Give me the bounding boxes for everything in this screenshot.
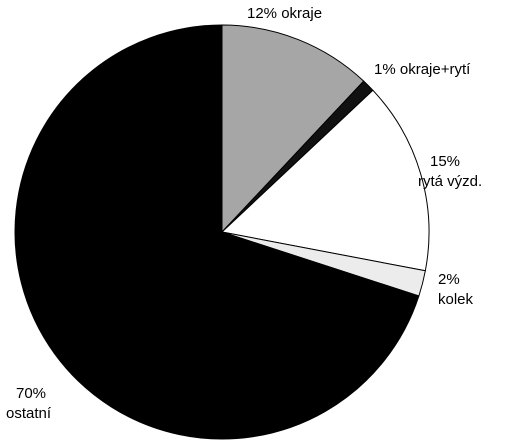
pie-slice-okraje <box>221 24 365 233</box>
label-slice-ryta-vyzd-category: rytá výzd. <box>418 173 483 190</box>
label-slice-kolek-percent: 2% <box>438 271 460 288</box>
label-slice-okraje-ryti: 1% okraje+rytí <box>374 60 470 80</box>
label-slice-ostatni-category: ostatní <box>6 405 52 422</box>
label-slice-ostatni: 70% ostatní <box>6 384 51 424</box>
pie-slice-ryta-vyzd <box>221 89 430 272</box>
label-slice-ryta-vyzd-percent: 15% <box>430 153 461 170</box>
label-slice-okraje-ryti-text: 1% okraje+rytí <box>374 61 471 78</box>
label-slice-okraje: 12% okraje <box>247 4 322 24</box>
label-slice-ryta-vyzd: 15% rytá výzd. <box>418 152 482 192</box>
label-slice-okraje-text: 12% okraje <box>247 5 323 22</box>
label-slice-ostatni-percent: 70% <box>16 385 47 402</box>
pie-slice-ostatni <box>14 24 420 440</box>
label-slice-kolek-category: kolek <box>438 291 474 308</box>
label-slice-kolek: 2% kolek <box>438 270 473 310</box>
